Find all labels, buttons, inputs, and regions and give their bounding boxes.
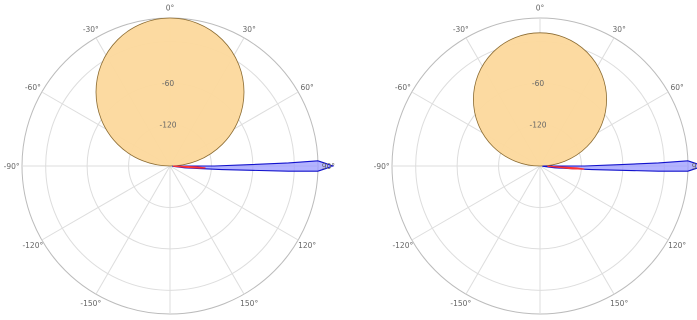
series-main-beam xyxy=(472,32,607,167)
r-tick-label: -120 xyxy=(159,121,176,130)
theta-tick-label: 30° xyxy=(243,25,257,34)
theta-tick-label: 150° xyxy=(240,299,258,308)
grid-spoke xyxy=(539,165,615,295)
series-red-lobe xyxy=(547,165,585,170)
theta-tick-label: -90° xyxy=(374,162,390,171)
theta-tick-label: -120° xyxy=(392,241,413,250)
theta-tick-label: -60° xyxy=(25,83,41,92)
theta-tick-label: -120° xyxy=(22,241,43,250)
theta-tick-label: -150° xyxy=(450,299,471,308)
theta-tick-label: 90° xyxy=(692,162,697,171)
theta-tick-label: -150° xyxy=(80,299,101,308)
grid-spoke xyxy=(465,165,541,295)
grid-spoke xyxy=(539,165,669,241)
grid-spoke xyxy=(411,165,541,241)
theta-tick-label: -90° xyxy=(4,162,20,171)
theta-tick-label: 150° xyxy=(610,299,628,308)
theta-tick-label: 0° xyxy=(536,4,545,13)
polar-chart-right: 0°30°60°90°120°150°180°-150°-120°-90°-60… xyxy=(374,4,697,315)
theta-tick-label: 120° xyxy=(668,241,686,250)
grid-spoke xyxy=(41,165,171,241)
theta-tick-label: 90° xyxy=(322,162,336,171)
series-blue-lobe xyxy=(542,160,697,172)
theta-tick-label: -60° xyxy=(395,83,411,92)
theta-tick-label: 120° xyxy=(298,241,316,250)
grid-spoke xyxy=(169,165,299,241)
theta-tick-label: -30° xyxy=(453,25,469,34)
theta-tick-label: 30° xyxy=(613,25,627,34)
series-red-lobe xyxy=(172,165,206,169)
series-main-beam xyxy=(95,17,245,167)
grid-spoke xyxy=(169,165,245,295)
r-tick-label: -60 xyxy=(532,79,544,88)
grid-spoke xyxy=(95,165,171,295)
theta-tick-label: 60° xyxy=(670,83,684,92)
theta-tick-label: 60° xyxy=(300,83,314,92)
theta-tick-label: 0° xyxy=(166,4,175,13)
r-tick-label: -120 xyxy=(529,121,546,130)
polar-chart-left: 0°30°60°90°120°150°180°-150°-120°-90°-60… xyxy=(4,4,336,315)
theta-tick-label: -30° xyxy=(83,25,99,34)
r-tick-label: -60 xyxy=(162,79,174,88)
